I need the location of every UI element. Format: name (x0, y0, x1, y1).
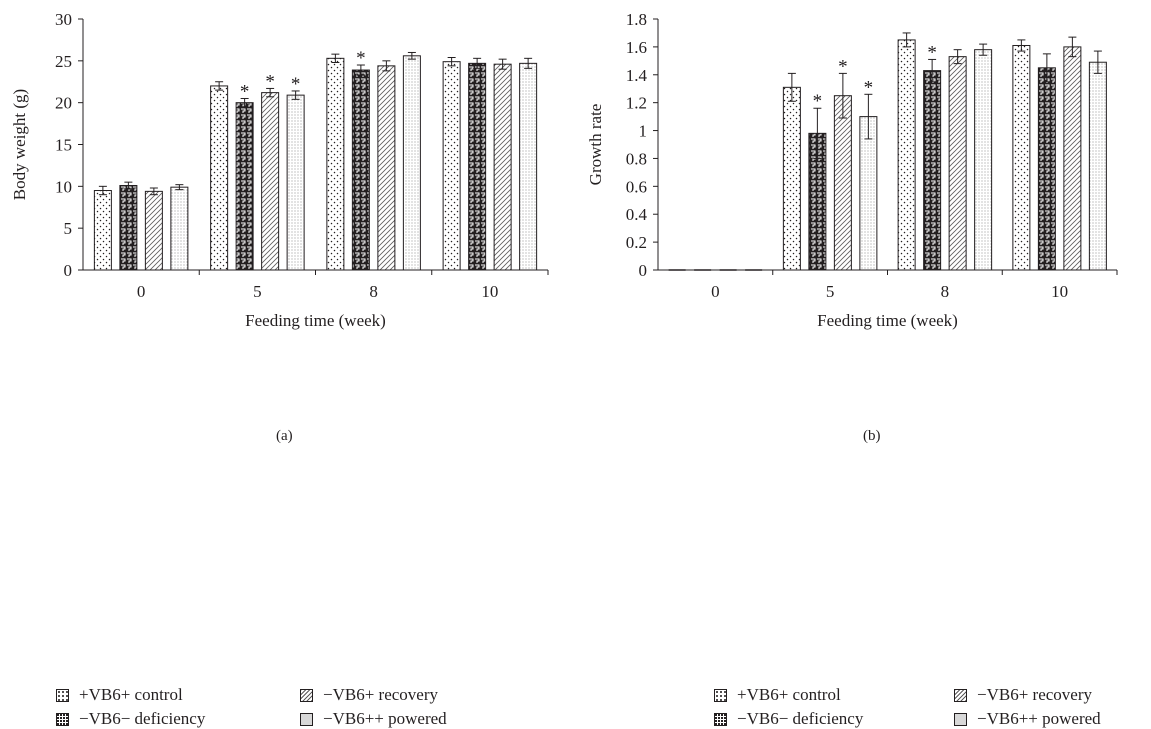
legend-item-control: +VB6+ control (714, 685, 841, 705)
y-tick-label: 1.2 (626, 94, 647, 113)
bar (326, 57, 345, 271)
legend-label-control: +VB6+ control (79, 685, 183, 704)
legend-label-deficiency: −VB6− deficiency (737, 709, 864, 728)
y-tick-label: 0 (639, 261, 648, 280)
bar (1012, 44, 1031, 271)
bar (235, 102, 254, 271)
x-tick-label: 10 (1051, 282, 1068, 301)
panel-label-b: (b) (863, 428, 881, 444)
y-tick-label: 1 (639, 122, 648, 141)
x-axis-label: Feeding time (week) (817, 311, 958, 330)
body-weight-bar-chart: 0 5 10 15 20 25 30 Body weight (g) 0 5 * * * 8 * 10 Feed… (10, 10, 549, 330)
x-tick-label: 0 (137, 282, 146, 301)
significance-star: * (813, 91, 823, 112)
significance-star: * (356, 48, 366, 69)
legend-item-recovery: −VB6+ recovery (300, 685, 438, 705)
bar (519, 62, 538, 271)
y-tick-label: 30 (55, 10, 72, 29)
x-tick-label: 10 (481, 282, 498, 301)
y-axis-label: Growth rate (586, 104, 605, 186)
legend-item-recovery: −VB6+ recovery (954, 685, 1092, 705)
bar (782, 86, 801, 271)
y-tick-label: 25 (55, 52, 72, 71)
x-axis-label: Feeding time (week) (245, 311, 386, 330)
bar (93, 190, 112, 271)
bar (1037, 67, 1056, 271)
bar (833, 95, 852, 271)
significance-star: * (864, 77, 874, 98)
y-tick-label: 0 (64, 261, 73, 280)
y-tick-label: 10 (55, 177, 72, 196)
y-tick-label: 1.4 (626, 66, 648, 85)
x-tick-label: 5 (826, 282, 835, 301)
bar (119, 184, 138, 271)
legend-label-powered: −VB6++ powered (977, 709, 1101, 728)
bar (468, 62, 487, 271)
legend-label-recovery: −VB6+ recovery (977, 685, 1092, 704)
bar (286, 94, 305, 271)
legend-swatch-maze (56, 712, 69, 726)
x-tick-label: 0 (711, 282, 720, 301)
x-tick-label: 8 (941, 282, 950, 301)
legend-swatch-diag (954, 688, 967, 702)
legend-item-deficiency: −VB6− deficiency (714, 709, 863, 729)
legend-label-control: +VB6+ control (737, 685, 841, 704)
bar (974, 49, 993, 271)
legend-swatch-fine (954, 712, 967, 726)
y-axis-label: Body weight (g) (10, 89, 29, 200)
legend-swatch-diag (300, 688, 313, 702)
significance-star: * (291, 74, 301, 95)
y-tick-label: 5 (64, 219, 73, 238)
bar (1088, 61, 1107, 271)
y-tick-label: 15 (55, 136, 72, 155)
legend-label-recovery: −VB6+ recovery (323, 685, 438, 704)
bar (1063, 46, 1082, 271)
legend-swatch-maze (714, 712, 727, 726)
chart-panel-a: 0 5 10 15 20 25 30 Body weight (g) 0 5 * * * 8 * 10 Feed… (0, 0, 576, 728)
chart-panel-b: 0 0.2 0.4 0.6 0.8 1 1.2 1.4 1.6 1.8 Growth rate 0 5 *… (576, 0, 1151, 728)
y-tick-label: 20 (55, 94, 72, 113)
significance-star: * (838, 56, 848, 77)
legend-swatch-fine (300, 712, 313, 726)
bar (144, 190, 163, 271)
bar (210, 85, 229, 271)
y-tick-label: 1.6 (626, 38, 647, 57)
legend-label-deficiency: −VB6− deficiency (79, 709, 206, 728)
legend-item-powered: −VB6++ powered (954, 709, 1101, 729)
significance-star: * (265, 71, 275, 92)
y-tick-label: 0.6 (626, 177, 647, 196)
bar (377, 65, 396, 271)
y-tick-label: 0.8 (626, 149, 647, 168)
legend-swatch-dots (56, 688, 69, 702)
bar (923, 70, 942, 271)
y-tick-label: 1.8 (626, 10, 647, 29)
legend-item-deficiency: −VB6− deficiency (56, 709, 205, 729)
x-tick-label: 8 (369, 282, 378, 301)
legend-swatch-dots (714, 688, 727, 702)
y-tick-label: 0.4 (626, 205, 648, 224)
x-tick-label: 5 (253, 282, 262, 301)
legend-item-powered: −VB6++ powered (300, 709, 447, 729)
significance-star: * (240, 81, 250, 102)
bar (351, 69, 370, 271)
bar (402, 55, 421, 271)
bar (442, 61, 461, 271)
bar (170, 186, 189, 271)
significance-star: * (927, 42, 937, 63)
bar (261, 92, 280, 271)
bar (897, 39, 916, 271)
bar (493, 63, 512, 271)
legend-item-control: +VB6+ control (56, 685, 183, 705)
legend-label-powered: −VB6++ powered (323, 709, 447, 728)
bar (859, 116, 878, 271)
bar (948, 56, 967, 271)
panel-label-a: (a) (276, 428, 293, 444)
y-tick-label: 0.2 (626, 233, 647, 252)
growth-rate-bar-chart: 0 0.2 0.4 0.6 0.8 1 1.2 1.4 1.6 1.8 Growth rate 0 5 *… (586, 10, 1118, 330)
